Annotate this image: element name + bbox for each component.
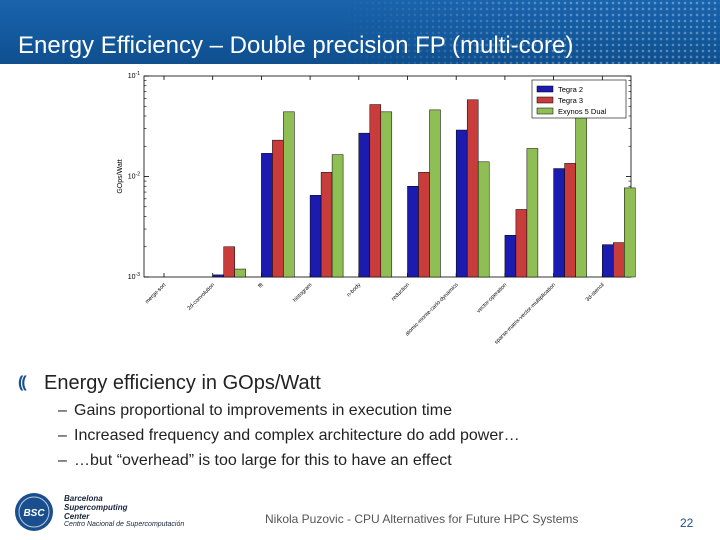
legend-label: Exynos 5 Dual [558,107,607,116]
org-line: Center [64,512,90,521]
bar-tegra-2 [358,132,371,278]
bar-tegra-3 [564,163,576,278]
bar-exynos-5-dual [477,161,490,278]
sub-bullet-text: …but “overhead” is too large for this to… [74,452,452,469]
bar-tegra-3 [466,99,479,278]
bar-exynos-5-dual [331,154,344,278]
bar-tegra-3 [418,172,430,278]
x-tick-label: 2d-convolution [187,282,217,312]
sub-bullet-item: – Increased frequency and complex archit… [18,425,708,450]
bullet-marker: (( [18,374,27,391]
bar-exynos-5-dual [624,187,636,278]
bar-tegra-3 [369,104,382,278]
legend-swatch [536,85,554,93]
bullet-text: Energy efficiency in GOps/Watt [44,372,321,394]
bar-tegra-2 [212,274,224,278]
legend-label: Tegra 2 [558,85,583,94]
page-number: 22 [680,516,694,530]
bar-exynos-5-dual [380,111,393,278]
org-line: Barcelona [64,494,103,503]
y-tick-label: 10-1 [128,71,140,80]
bar-tegra-2 [455,129,468,278]
x-tick-label: atomic-monte-carlo-dynamics [404,282,459,337]
x-tick-label: histogram [292,282,314,304]
legend-swatch [536,96,554,104]
bar-tegra-2 [407,185,419,278]
x-tick-label: sparse-matrix-vector-multiplication [494,282,557,345]
bar-tegra-2 [553,168,565,278]
x-tick-label: reduction [391,282,411,302]
bar-tegra-3 [320,172,333,278]
bar-exynos-5-dual [234,268,246,278]
bsc-logo-icon: BSC [15,493,53,531]
y-tick-label: 10-2 [128,172,140,181]
bar-tegra-3 [515,209,528,278]
org-subtitle: Centro Nacional de Supercomputación [64,521,185,528]
y-tick-label: 10-3 [128,272,140,281]
org-line: Supercomputing [64,503,128,512]
x-tick-label: n-body [346,282,362,298]
x-tick-label: merge-sort [144,282,167,305]
sub-bullet-marker: – [58,427,67,444]
bar-tegra-2 [504,235,517,278]
bar-tegra-2 [261,153,273,278]
slide-header: Energy Efficiency – Double precision FP … [0,0,720,64]
bar-exynos-5-dual [526,148,539,278]
legend-swatch [536,107,554,115]
organization-name: Barcelona Supercomputing Center Centro N… [64,494,184,529]
bullet-item: (( Energy efficiency in GOps/Watt [18,370,708,400]
sub-bullet-marker: – [58,452,67,469]
legend-label: Tegra 3 [558,96,583,105]
footer-text: Nikola Puzovic - CPU Alternatives for Fu… [265,512,579,526]
logo-badge-text: BSC [23,508,45,519]
bar-tegra-3 [613,242,625,278]
bar-exynos-5-dual [575,109,587,278]
bar-tegra-3 [223,246,235,278]
sub-bullet-item: – Gains proportional to improvements in … [18,400,708,425]
slide-title: Energy Efficiency – Double precision FP … [18,32,574,59]
bar-tegra-2 [309,195,322,278]
bar-exynos-5-dual [283,111,295,278]
y-axis-label: GOps/Watt [117,159,124,193]
x-tick-label: vector-operation [476,282,508,314]
x-tick-label: fft [257,282,265,290]
bar-tegra-2 [602,244,614,278]
x-tick-label: 3d-stencil [585,282,606,303]
sub-bullet-marker: – [58,402,67,419]
bar-tegra-3 [272,139,284,278]
header-pattern [340,0,720,64]
sub-bullet-item: – …but “overhead” is too large for this … [18,450,708,475]
energy-efficiency-chart: 10-3 10-2 10-1 GOps/Watt merge-sort 2d-convol… [117,71,636,346]
sub-bullet-text: Gains proportional to improvements in ex… [74,402,452,419]
bar-exynos-5-dual [429,109,441,278]
sub-bullet-text: Increased frequency and complex architec… [74,427,520,444]
bullet-list: (( Energy efficiency in GOps/Watt – Gain… [18,370,708,475]
